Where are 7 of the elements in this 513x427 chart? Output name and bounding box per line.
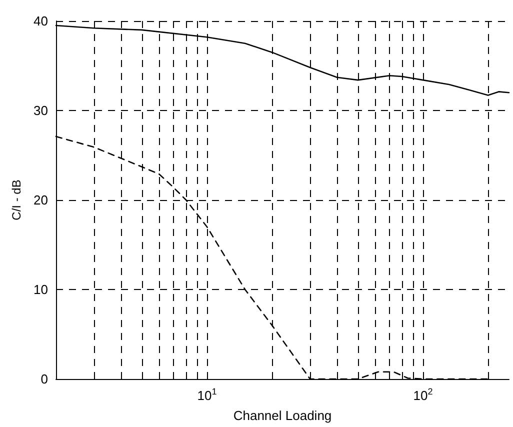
y-tick-label: 10	[34, 282, 48, 297]
y-tick-label: 40	[34, 14, 48, 28]
y-axis-title: C/I - dB	[10, 180, 24, 220]
y-tick-label: 0	[40, 372, 48, 386]
y-tick-label: 30	[34, 103, 48, 118]
y-tick-label: 20	[34, 192, 48, 208]
x-axis-title: Channel Loading	[233, 408, 332, 423]
